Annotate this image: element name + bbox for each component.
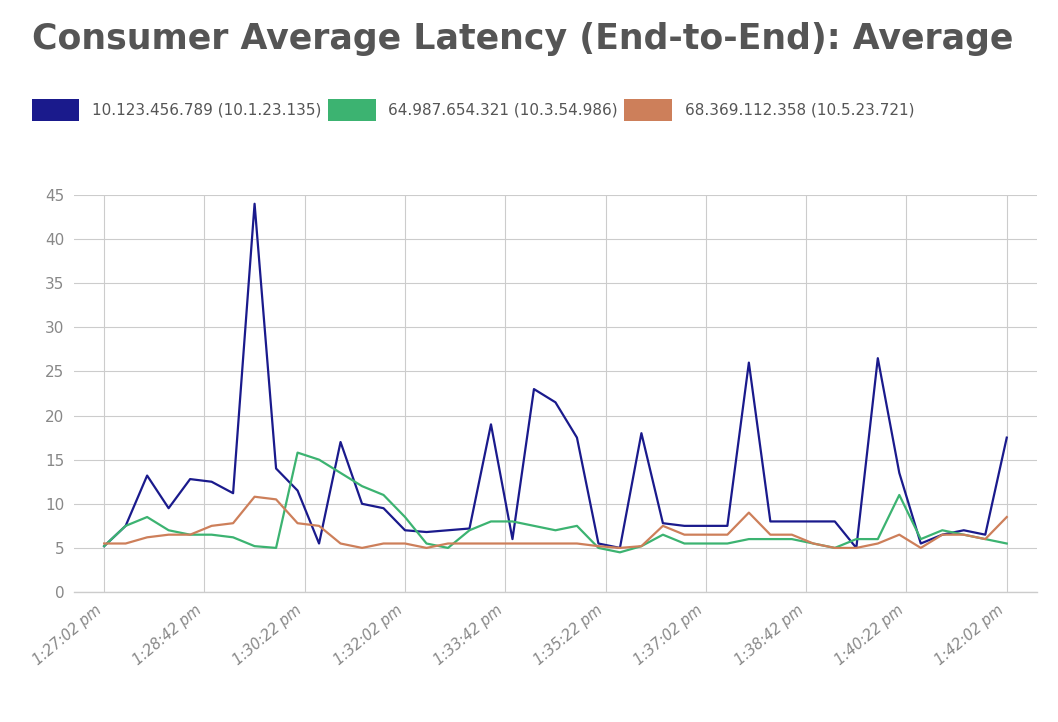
- Text: Consumer Average Latency (End-to-End): Average: Consumer Average Latency (End-to-End): A…: [32, 22, 1014, 56]
- Text: 64.987.654.321 (10.3.54.986): 64.987.654.321 (10.3.54.986): [388, 103, 618, 117]
- Text: 10.123.456.789 (10.1.23.135): 10.123.456.789 (10.1.23.135): [92, 103, 322, 117]
- Text: 68.369.112.358 (10.5.23.721): 68.369.112.358 (10.5.23.721): [685, 103, 914, 117]
